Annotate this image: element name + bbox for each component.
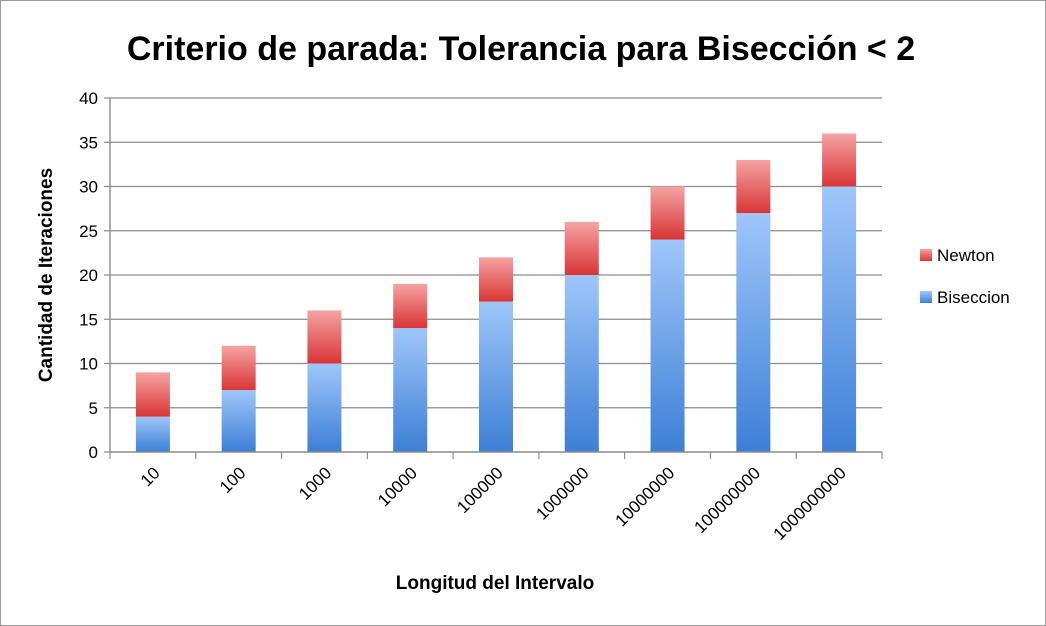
bar-newton-100 — [221, 345, 256, 391]
x-tick-label: 1000000000 — [770, 463, 850, 543]
bar-newton-10000 — [393, 283, 428, 329]
x-tick-label: 100000000 — [691, 463, 765, 537]
bar-biseccion-100 — [221, 390, 256, 452]
bar-biseccion-100000000 — [736, 213, 771, 452]
x-tick-label: 100000 — [453, 463, 507, 517]
y-tick-label: 30 — [79, 178, 98, 197]
x-tick-label: 10 — [137, 463, 164, 490]
y-tick-label: 10 — [79, 355, 98, 374]
bar-biseccion-100000 — [479, 301, 513, 452]
x-tick-label: 1000 — [295, 463, 335, 503]
bar-newton-1000000 — [564, 221, 599, 275]
y-tick-label: 40 — [79, 89, 98, 108]
bar-newton-100000 — [479, 257, 513, 302]
y-tick-labels: 0 5 10 15 20 25 30 35 40 — [79, 89, 98, 462]
bar-biseccion-1000000 — [564, 275, 599, 452]
bar-newton-10 — [135, 372, 170, 417]
y-tick-label: 25 — [79, 222, 98, 241]
x-tick-label: 100 — [216, 463, 249, 496]
y-tick-label: 35 — [79, 133, 98, 152]
y-axis-title: Cantidad de Iteraciones — [36, 168, 57, 382]
bar-newton-10000000 — [650, 186, 685, 240]
bar-biseccion-10000 — [393, 328, 428, 452]
bar-biseccion-10 — [135, 416, 170, 452]
legend-label-biseccion: Biseccion — [937, 288, 1010, 307]
bar-biseccion-1000000000 — [822, 186, 857, 452]
legend-swatch-biseccion — [920, 291, 932, 303]
x-tick-label: 10000000 — [611, 463, 678, 530]
legend-label-newton: Newton — [937, 246, 995, 265]
legend: Newton Biseccion — [920, 246, 1010, 307]
y-tick-label: 5 — [89, 399, 98, 418]
bar-biseccion-1000 — [307, 363, 342, 452]
bar-biseccion-10000000 — [650, 239, 685, 452]
bar-newton-100000000 — [736, 159, 771, 214]
bar-newton-1000000000 — [822, 133, 857, 187]
chart-title: Criterio de parada: Tolerancia para Bise… — [127, 30, 915, 68]
x-tick-labels: 10 100 1000 10000 100000 1000000 10000000 10000… — [137, 463, 850, 543]
axes — [109, 98, 883, 459]
legend-swatch-newton — [920, 249, 932, 261]
bar-newton-1000 — [307, 310, 342, 364]
y-tick-label: 0 — [89, 443, 98, 462]
y-tick-label: 15 — [79, 310, 98, 329]
x-tick-label: 10000 — [374, 463, 421, 510]
bars — [135, 133, 857, 452]
x-axis-title: Longitud del Intervalo — [396, 573, 594, 594]
y-tick-label: 20 — [79, 266, 98, 285]
x-tick-label: 1000000 — [532, 463, 592, 523]
